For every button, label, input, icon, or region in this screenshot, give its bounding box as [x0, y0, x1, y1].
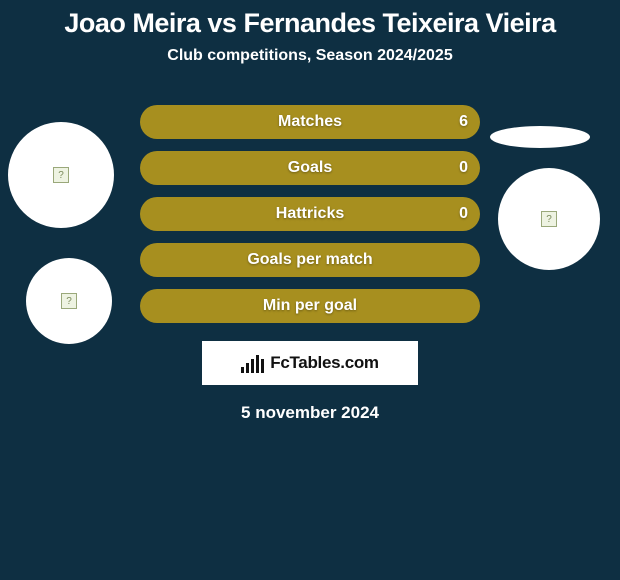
right-circle: ? — [498, 168, 600, 270]
stat-pill: Hattricks 0 — [140, 197, 480, 231]
brand-box: FcTables.com — [202, 341, 418, 385]
subtitle: Club competitions, Season 2024/2025 — [0, 47, 620, 65]
stat-label: Min per goal — [263, 297, 357, 315]
page-title: Joao Meira vs Fernandes Teixeira Vieira — [0, 0, 620, 39]
right-top-ellipse — [490, 126, 590, 148]
date-label: 5 november 2024 — [0, 403, 620, 423]
stat-pill: Goals 0 — [140, 151, 480, 185]
left-top-circle: ? — [8, 122, 114, 228]
stat-label: Matches — [278, 113, 342, 131]
stat-label: Hattricks — [276, 205, 344, 223]
stat-pill: Min per goal — [140, 289, 480, 323]
stat-value: 0 — [459, 205, 468, 223]
bars-icon — [241, 353, 264, 373]
image-placeholder-icon: ? — [61, 293, 77, 309]
brand-text: FcTables.com — [270, 353, 379, 373]
image-placeholder-icon: ? — [541, 211, 557, 227]
stat-pill: Goals per match — [140, 243, 480, 277]
stat-label: Goals — [288, 159, 332, 177]
stat-label: Goals per match — [247, 251, 372, 269]
image-placeholder-icon: ? — [53, 167, 69, 183]
stat-pill: Matches 6 — [140, 105, 480, 139]
left-bottom-circle: ? — [26, 258, 112, 344]
stat-value: 6 — [459, 113, 468, 131]
stat-value: 0 — [459, 159, 468, 177]
stat-pill-list: Matches 6 Goals 0 Hattricks 0 Goals per match M… — [140, 105, 480, 323]
